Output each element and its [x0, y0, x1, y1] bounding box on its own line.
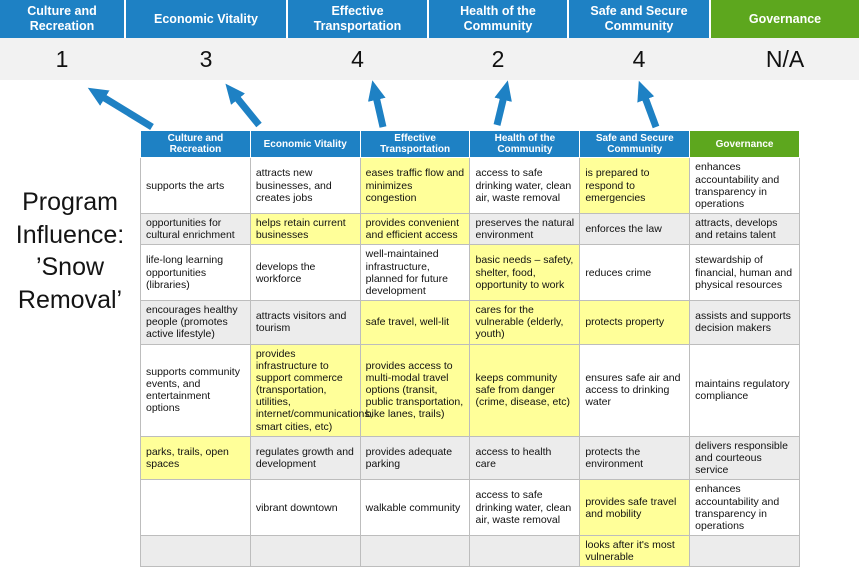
- matrix-cell: provides adequate parking: [359, 435, 471, 481]
- table-row: opportunities for cultural enrichment hel…: [140, 213, 800, 246]
- matrix-cell-highlighted: eases traffic flow and minimizes congest…: [359, 157, 471, 215]
- matrix-cell: life-long learning opportunities (librar…: [140, 244, 251, 302]
- matrix-cell: delivers responsible and courteous servi…: [689, 435, 800, 481]
- matrix-cell: vibrant downtown: [249, 479, 361, 537]
- matrix-cell: [469, 535, 581, 567]
- pillar-score-health-of-the-community: 2: [491, 45, 505, 72]
- matrix-cell: walkable community: [359, 479, 471, 537]
- up-arrow-icon: [637, 80, 660, 129]
- matrix-cell: supports community events, and entertain…: [140, 343, 251, 437]
- matrix-cell-highlighted: helps retain current businesses: [249, 213, 361, 246]
- matrix-cell: well-maintained infrastructure, planned …: [359, 244, 471, 302]
- table-row: supports community events, and entertain…: [140, 343, 800, 437]
- pillar-header-health-of-the-community: Health of the Community: [429, 0, 567, 38]
- matrix-cell-highlighted: provides infrastructure to support comme…: [249, 343, 373, 437]
- matrix-cell: ensures safe air and access to drinking …: [579, 343, 691, 437]
- score-row: 1 3 4 2 4 N/A: [0, 38, 859, 80]
- table-row: supports the arts attracts new businesses…: [140, 157, 800, 215]
- matrix-cell: assists and supports decision makers: [689, 300, 800, 345]
- matrix-body: supports the arts attracts new businesses…: [140, 157, 800, 567]
- matrix-cell: [140, 535, 251, 567]
- matrix-cell-highlighted: safe travel, well-lit: [359, 300, 471, 345]
- matrix-cell: reduces crime: [579, 244, 691, 302]
- table-row: parks, trails, open spaces regulates grow…: [140, 435, 800, 481]
- matrix-col-header-effective-transportation: Effective Transportation: [359, 129, 471, 159]
- pillar-score-effective-transportation: 4: [351, 45, 364, 72]
- influence-matrix: Culture and Recreation Economic Vitality E…: [140, 129, 800, 567]
- matrix-cell: [249, 535, 361, 567]
- matrix-cell: access to safe drinking water, clean air…: [469, 479, 581, 537]
- pillar-header-effective-transportation: Effective Transportation: [288, 0, 427, 38]
- matrix-cell-highlighted: provides safe travel and mobility: [579, 479, 691, 537]
- matrix-cell: supports the arts: [140, 157, 251, 215]
- matrix-cell-highlighted: basic needs – safety, shelter, food, opp…: [469, 244, 581, 302]
- pillar-header-safe-and-secure-community: Safe and Secure Community: [569, 0, 709, 38]
- pillar-header-economic-vitality: Economic Vitality: [126, 0, 286, 38]
- matrix-col-header-governance: Governance: [689, 129, 800, 159]
- table-row: looks after it's most vulnerable: [140, 535, 800, 567]
- matrix-col-header-health-of-the-community: Health of the Community: [469, 129, 581, 159]
- matrix-cell: maintains regulatory compliance: [689, 343, 800, 437]
- matrix-cell: enforces the law: [579, 213, 691, 246]
- table-row: life-long learning opportunities (librar…: [140, 244, 800, 302]
- matrix-cell: [689, 535, 800, 567]
- matrix-cell: preserves the natural environment: [469, 213, 581, 246]
- matrix-cell-highlighted: provides access to multi-modal travel op…: [359, 343, 471, 437]
- matrix-cell: enhances accountability and transparency…: [689, 157, 800, 215]
- matrix-cell: regulates growth and development: [249, 435, 361, 481]
- matrix-cell: attracts, develops and retains talent: [689, 213, 800, 246]
- matrix-col-header-culture-and-recreation: Culture and Recreation: [140, 129, 251, 159]
- pillar-score-governance: N/A: [765, 45, 805, 72]
- matrix-cell-highlighted: provides convenient and efficient access: [359, 213, 471, 246]
- matrix-header-row: Culture and Recreation Economic Vitality E…: [140, 129, 800, 159]
- program-influence-label: Program Influence: ’Snow Removal’: [15, 188, 125, 314]
- up-arrow-icon: [368, 80, 387, 128]
- matrix-cell: access to safe drinking water, clean air…: [469, 157, 581, 215]
- pillar-header-governance: Governance: [711, 0, 859, 38]
- matrix-cell-highlighted: cares for the vulnerable (elderly, youth…: [469, 300, 581, 345]
- matrix-cell: enhances accountability and transparency…: [689, 479, 800, 537]
- matrix-cell-highlighted: keeps community safe from danger (crime,…: [469, 343, 581, 437]
- matrix-cell: stewardship of financial, human and phys…: [689, 244, 800, 302]
- matrix-cell: opportunities for cultural enrichment: [140, 213, 251, 246]
- matrix-cell: [140, 479, 251, 537]
- up-arrow-icon: [87, 87, 154, 130]
- table-row: vibrant downtown walkable community access…: [140, 479, 800, 537]
- matrix-cell: [359, 535, 471, 567]
- matrix-col-header-economic-vitality: Economic Vitality: [249, 129, 361, 159]
- influence-arrows: [87, 80, 660, 130]
- table-row: encourages healthy people (promotes acti…: [140, 300, 800, 345]
- matrix-cell-highlighted: parks, trails, open spaces: [140, 435, 251, 481]
- pillar-header-culture-and-recreation: Culture and Recreation: [0, 0, 124, 38]
- matrix-cell-highlighted: looks after it's most vulnerable: [579, 535, 691, 567]
- matrix-col-header-safe-and-secure-community: Safe and Secure Community: [579, 129, 691, 159]
- matrix-cell: develops the workforce: [249, 244, 361, 302]
- matrix-cell-highlighted: protects property: [579, 300, 691, 345]
- pillar-score-safe-and-secure-community: 4: [632, 45, 646, 72]
- up-arrow-icon: [225, 83, 262, 128]
- table-row: Culture and Recreation Economic Vitality E…: [140, 129, 800, 159]
- matrix-cell: protects the environment: [579, 435, 691, 481]
- pillar-score-culture-and-recreation: 1: [55, 45, 69, 72]
- matrix-cell: attracts visitors and tourism: [249, 300, 361, 345]
- matrix-cell-highlighted: is prepared to respond to emergencies: [579, 157, 691, 215]
- matrix-cell: access to health care: [469, 435, 581, 481]
- matrix-cell: encourages healthy people (promotes acti…: [140, 300, 251, 345]
- pillar-banner: Culture and Recreation Economic Vitality E…: [0, 0, 859, 38]
- pillar-score-economic-vitality: 3: [199, 45, 213, 72]
- main-area: Program Influence: ’Snow Removal’ Cultur…: [0, 129, 859, 567]
- up-arrow-icon: [493, 80, 512, 126]
- matrix-cell: attracts new businesses, and creates job…: [249, 157, 361, 215]
